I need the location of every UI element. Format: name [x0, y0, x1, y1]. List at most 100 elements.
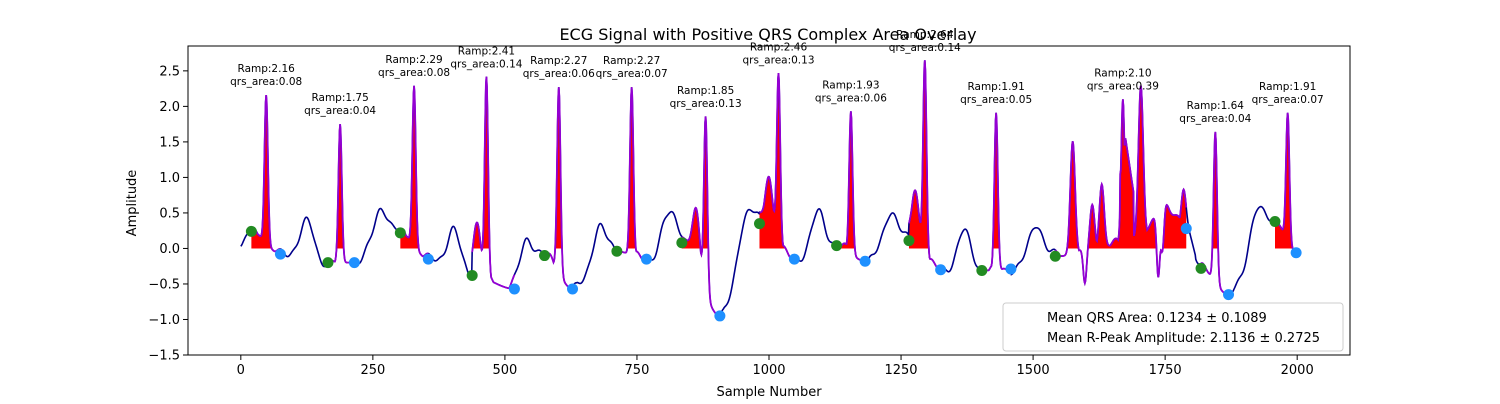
qrs-segment-4 [471, 76, 516, 290]
x-tick-label: 1500 [1017, 363, 1050, 378]
x-tick-label: 500 [492, 363, 517, 378]
qrs-area-fill-1 [251, 95, 281, 249]
qrs-area-fill-7 [681, 116, 720, 249]
annotation-ramp-12: Ramp:2.10 [1094, 67, 1151, 79]
qrs-onset-marker-1 [245, 225, 257, 237]
annotation-ramp-5: Ramp:2.27 [530, 55, 587, 67]
annotation-ramp-14: Ramp:1.91 [1259, 81, 1316, 93]
qrs-onset-marker-3 [394, 227, 406, 239]
annotation-qrs-area-11: qrs_area:0.05 [960, 94, 1032, 106]
qrs-offset-marker-11 [1005, 263, 1017, 275]
annotation-ramp-2: Ramp:1.75 [311, 92, 368, 104]
qrs-offset-marker-2 [348, 257, 360, 269]
qrs-area-fill-6 [616, 87, 647, 249]
x-tick-label: 1750 [1149, 363, 1182, 378]
qrs-onset-marker-10 [903, 235, 915, 247]
peak-annotations: Ramp:2.16qrs_area:0.08Ramp:1.75qrs_area:… [230, 29, 1324, 125]
x-tick-label: 2000 [1281, 363, 1314, 378]
y-axis-label: Amplitude [125, 170, 140, 237]
y-tick-label: 0.0 [159, 242, 180, 257]
qrs-offset-marker-10 [935, 264, 947, 276]
qrs-area-fill-9 [836, 111, 866, 249]
qrs-onset-marker-6 [611, 245, 623, 257]
qrs-offset-marker-4 [508, 283, 520, 295]
annotation-qrs-area-7: qrs_area:0.13 [670, 98, 742, 110]
qrs-segment-12 [1054, 85, 1188, 287]
qrs-offset-marker-3 [422, 253, 434, 265]
qrs-onset-marker-12 [1049, 250, 1061, 262]
annotation-ramp-13: Ramp:1.64 [1187, 100, 1245, 112]
x-tick-label: 1250 [884, 363, 917, 378]
annotation-ramp-11: Ramp:1.91 [967, 81, 1024, 93]
qrs-onset-marker-4 [466, 269, 478, 281]
annotation-qrs-area-6: qrs_area:0.07 [596, 68, 668, 80]
legend-entry-r-peak: Mean R-Peak Amplitude: 2.1136 ± 0.2725 [1047, 331, 1320, 346]
annotation-qrs-area-5: qrs_area:0.06 [523, 68, 595, 80]
chart-title: ECG Signal with Positive QRS Complex Are… [559, 25, 976, 44]
qrs-segment-7 [681, 116, 721, 317]
y-tick-label: −0.5 [148, 277, 180, 292]
annotation-ramp-1: Ramp:2.16 [238, 63, 296, 75]
qrs-offset-marker-5 [567, 283, 579, 295]
x-axis-label: Sample Number [716, 385, 822, 400]
qrs-onset-marker-5 [539, 250, 551, 262]
annotation-qrs-area-13: qrs_area:0.04 [1179, 113, 1251, 125]
qrs-markers [245, 215, 1302, 322]
qrs-area-fill-4 [472, 76, 515, 249]
legend: Mean QRS Area: 0.1234 ± 0.1089 Mean R-Pe… [1002, 302, 1344, 352]
qrs-offset-marker-8 [788, 253, 800, 265]
qrs-area-fill-3 [400, 85, 429, 249]
y-tick-label: 0.5 [159, 206, 180, 221]
legend-entry-qrs-area: Mean QRS Area: 0.1234 ± 0.1089 [1047, 311, 1267, 326]
qrs-offset-marker-7 [714, 310, 726, 322]
qrs-segment-8 [759, 73, 795, 260]
annotation-ramp-3: Ramp:2.29 [385, 54, 442, 66]
annotation-ramp-7: Ramp:1.85 [677, 85, 734, 97]
qrs-onset-marker-14 [1269, 215, 1281, 227]
annotation-ramp-8: Ramp:2.46 [750, 42, 808, 54]
qrs-onset-marker-11 [976, 264, 988, 276]
annotation-qrs-area-14: qrs_area:0.07 [1252, 94, 1324, 106]
qrs-area-fill-12 [1055, 85, 1187, 249]
qrs-onset-marker-13 [1195, 262, 1207, 274]
qrs-onset-marker-9 [831, 240, 843, 252]
qrs-offset-marker-9 [859, 255, 871, 267]
y-tick-label: −1.0 [148, 313, 180, 328]
qrs-area-fill-11 [981, 112, 1011, 249]
annotation-qrs-area-1: qrs_area:0.08 [230, 76, 302, 88]
annotation-ramp-6: Ramp:2.27 [603, 55, 660, 67]
annotation-qrs-area-2: qrs_area:0.04 [304, 105, 376, 117]
qrs-offset-marker-1 [274, 248, 286, 260]
qrs-area-fill-5 [544, 87, 573, 249]
annotation-qrs-area-10: qrs_area:0.14 [889, 42, 961, 54]
qrs-area-fill-13 [1201, 131, 1229, 249]
qrs-offset-marker-14 [1290, 247, 1302, 259]
x-tick-label: 0 [237, 363, 245, 378]
qrs-onset-marker-8 [753, 218, 765, 230]
y-tick-label: 1.0 [159, 171, 180, 186]
y-tick-label: 2.0 [159, 100, 180, 115]
annotation-ramp-4: Ramp:2.41 [458, 45, 515, 57]
qrs-onset-marker-7 [676, 237, 688, 249]
qrs-segment-10 [908, 60, 941, 270]
annotation-qrs-area-3: qrs_area:0.08 [378, 67, 450, 79]
annotation-qrs-area-12: qrs_area:0.39 [1087, 80, 1159, 92]
y-tick-label: 1.5 [159, 135, 180, 150]
qrs-offset-marker-13 [1223, 289, 1235, 301]
annotation-ramp-9: Ramp:1.93 [822, 79, 879, 91]
x-tick-label: 250 [360, 363, 385, 378]
y-tick-label: −1.5 [148, 349, 180, 364]
qrs-area-fill-10 [908, 60, 941, 249]
qrs-offset-marker-6 [640, 253, 652, 265]
annotation-qrs-area-9: qrs_area:0.06 [815, 92, 887, 104]
x-tick-label: 750 [625, 363, 650, 378]
qrs-offset-marker-12 [1180, 223, 1192, 235]
annotation-ramp-10: Ramp:2.64 [896, 29, 954, 41]
annotation-qrs-area-8: qrs_area:0.13 [742, 55, 814, 67]
annotation-qrs-area-4: qrs_area:0.14 [450, 58, 522, 70]
legend-box [1002, 302, 1344, 352]
y-tick-label: 2.5 [159, 64, 180, 79]
qrs-onset-marker-2 [322, 257, 334, 269]
